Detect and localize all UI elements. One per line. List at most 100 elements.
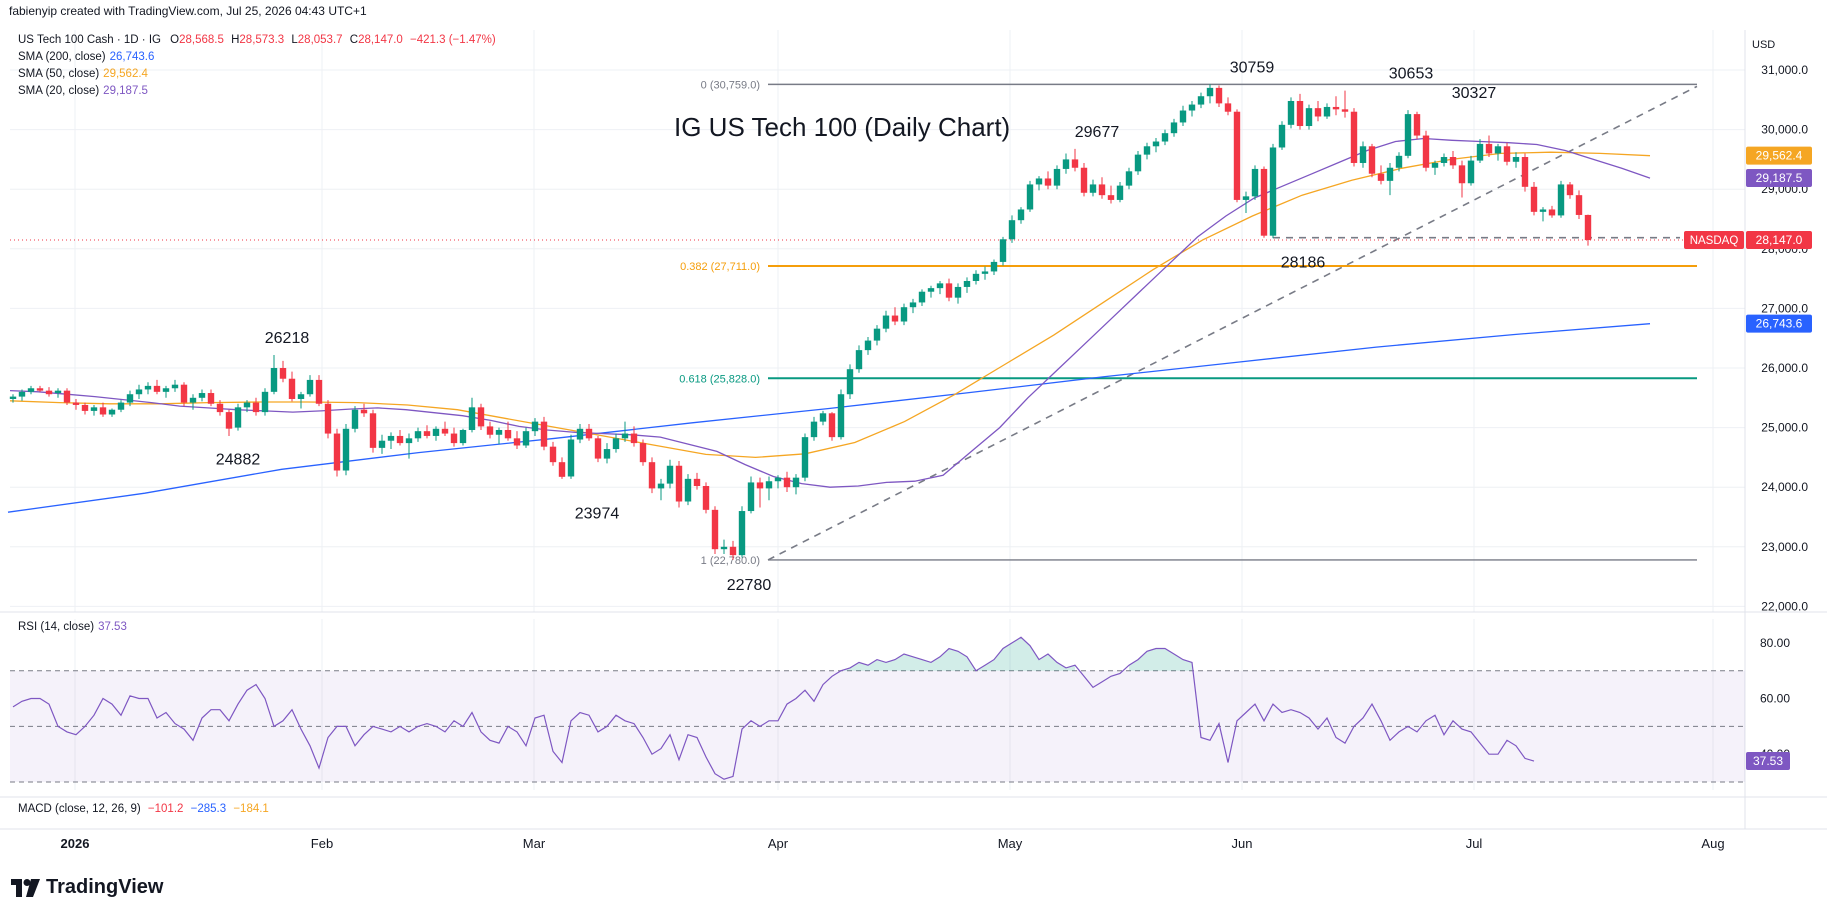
sma50-value: 29,562.4 <box>103 68 148 80</box>
candle-body <box>1413 114 1421 136</box>
candle-body <box>864 340 872 351</box>
sma20-label: SMA (20, close) <box>18 85 100 97</box>
candle-body <box>810 421 818 438</box>
candle-body <box>297 394 305 399</box>
candle-body <box>72 402 80 405</box>
candle-body <box>1260 168 1268 236</box>
candle-body <box>1179 110 1187 123</box>
price-annotations: 26218 24882 23974 22780 29677 30759 30653 30327… <box>216 59 1497 594</box>
symbol-legend[interactable]: US Tech 100 Cash · 1D · IG O28,568.5 H28… <box>18 34 496 46</box>
candle-body <box>459 429 467 444</box>
candle-body <box>396 435 404 444</box>
candle-body <box>693 478 701 487</box>
price-tag-value: 26,743.6 <box>1756 317 1803 331</box>
tradingview-logo-text: TradingView <box>46 876 164 898</box>
rsi-label: RSI (14, close) <box>18 621 95 633</box>
candle-body <box>657 483 665 489</box>
price-annotation: 30327 <box>1452 85 1497 102</box>
rsi-pane <box>10 636 1745 783</box>
candle-body <box>765 481 773 489</box>
candle-body <box>1161 133 1169 142</box>
candle-body <box>1323 106 1331 117</box>
tradingview-logo[interactable]: TradingView <box>11 876 163 899</box>
price-axis-label: 30,000.0 <box>1761 123 1808 137</box>
price-axis-label: 24,000.0 <box>1761 480 1808 494</box>
price-tag <box>1746 231 1812 250</box>
candle-body <box>1332 106 1340 110</box>
candle-body <box>207 393 215 404</box>
candle-body <box>603 449 611 459</box>
price-tag <box>1746 314 1812 333</box>
candle-body <box>252 402 260 413</box>
candle-body <box>36 388 44 391</box>
candle-body <box>1152 141 1160 147</box>
candle-body <box>1206 87 1214 97</box>
candle-body <box>477 407 485 427</box>
price-tag-value: 28,147.0 <box>1756 233 1803 247</box>
candle-body <box>846 369 854 395</box>
candle-body <box>792 477 800 488</box>
sma50-legend[interactable]: SMA (50, close) 29,562.4 <box>18 68 148 80</box>
price-axis-label: 31,000.0 <box>1761 63 1808 77</box>
candle-body <box>711 509 719 550</box>
candle-body <box>531 421 539 432</box>
candle-body <box>180 384 188 403</box>
candle-body <box>324 403 332 434</box>
rsi-legend[interactable]: RSI (14, close) 37.53 <box>18 621 127 633</box>
candle-body <box>666 465 674 484</box>
price-annotation: 26218 <box>265 330 310 347</box>
candle-body <box>135 389 143 395</box>
moving-averages <box>7 137 1651 513</box>
chart-credit: fabienyip created with TradingView.com, … <box>9 4 367 18</box>
candle-body <box>63 390 71 403</box>
candle-body <box>369 413 377 448</box>
candle-body <box>378 440 386 448</box>
price-axis[interactable]: 31,000.030,000.029,000.028,000.027,000.0… <box>1684 63 1812 771</box>
macd-label: MACD (close, 12, 26, 9) <box>18 803 141 815</box>
candle-body <box>1494 146 1502 154</box>
candle-body <box>1377 173 1385 181</box>
candle-body <box>1017 209 1025 221</box>
candle-body <box>1521 157 1529 187</box>
sma20-legend[interactable]: SMA (20, close) 29,187.5 <box>18 85 148 97</box>
open-label: O <box>170 34 180 46</box>
candle-body <box>1539 209 1547 212</box>
trendlines <box>10 85 1745 561</box>
candle-body <box>1215 87 1223 104</box>
candle-body <box>567 439 575 477</box>
macd-value: −101.2 <box>147 803 184 815</box>
candle-body <box>270 368 278 392</box>
candle-body <box>576 428 584 440</box>
candle-body <box>360 409 368 414</box>
candle-body <box>306 379 314 395</box>
candle-body <box>90 407 98 411</box>
sma200-legend[interactable]: SMA (200, close) 26,743.6 <box>18 51 154 63</box>
time-axis-label: Mar <box>523 836 546 851</box>
candle-body <box>333 433 341 471</box>
time-axis[interactable]: 2026 Feb Mar Apr May Jun Jul Aug <box>61 836 1725 851</box>
rsi-value: 37.53 <box>98 621 127 633</box>
candle-body <box>126 394 134 403</box>
candle-body <box>819 413 827 422</box>
candle-body <box>1485 143 1493 154</box>
uptrend-line <box>767 85 1698 561</box>
candle-body <box>279 368 287 379</box>
rsi-axis-label: 80.00 <box>1760 636 1790 650</box>
candle-body <box>1575 195 1583 215</box>
price-annotation: 24882 <box>216 452 261 469</box>
candle-body <box>351 409 359 429</box>
rsi-value-tag-label: 37.53 <box>1753 754 1783 768</box>
candle-body <box>1440 157 1448 163</box>
candle-body <box>1512 157 1520 162</box>
candle-body <box>117 402 125 410</box>
candle-body <box>1062 159 1070 169</box>
candle-body <box>486 426 494 435</box>
candle-body <box>171 384 179 389</box>
candle-body <box>1530 186 1538 212</box>
candle-body <box>585 428 593 439</box>
macd-legend[interactable]: MACD (close, 12, 26, 9) −101.2 −285.3 −1… <box>18 803 269 815</box>
chart-grid <box>0 30 1827 830</box>
sma50-line <box>9 151 1651 459</box>
candle-body <box>873 328 881 341</box>
